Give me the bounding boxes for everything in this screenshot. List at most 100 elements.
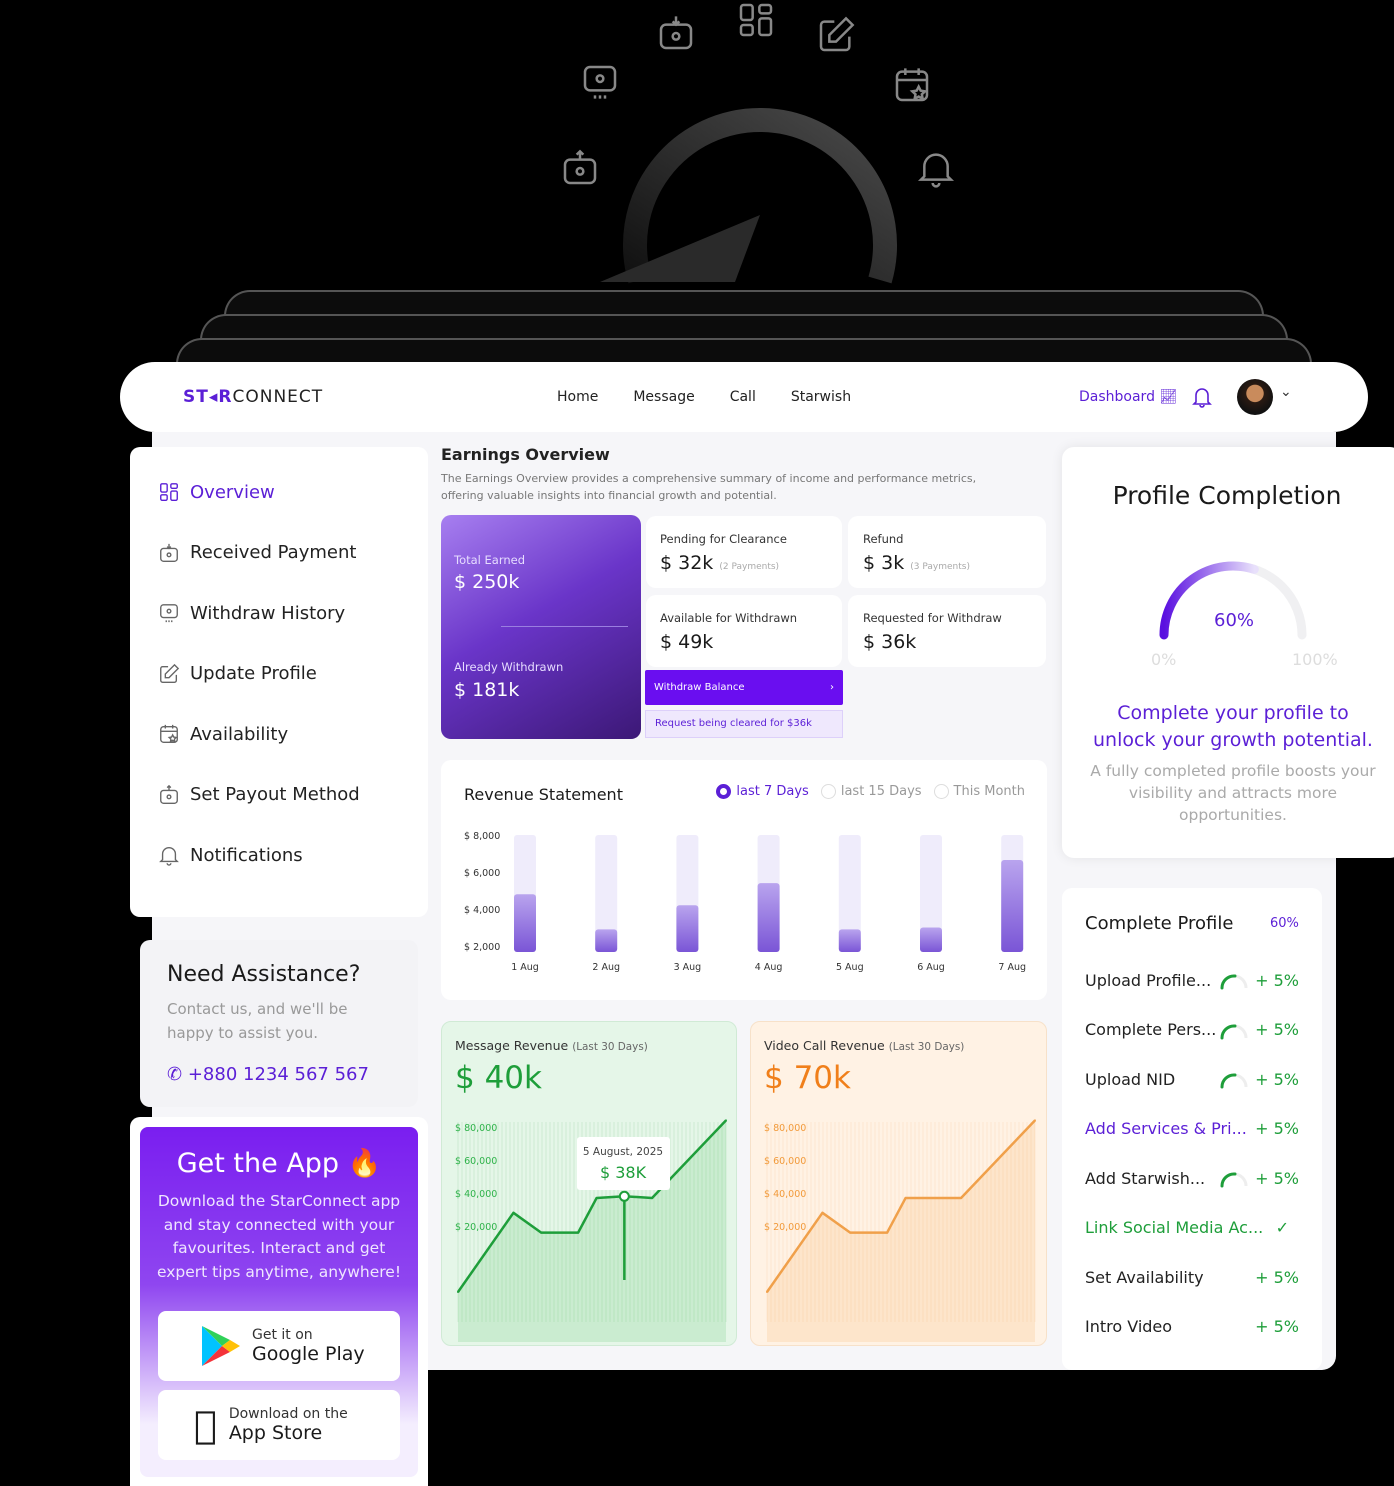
data-point[interactable] <box>457 1291 459 1293</box>
profile-text: A fully completed profile boosts your vi… <box>1090 762 1376 824</box>
complete-item[interactable]: Intro Video + 5% <box>1085 1317 1299 1337</box>
complete-item[interactable]: Upload NID + 5% <box>1085 1069 1299 1089</box>
requested-card: Requested for Withdraw $ 36k <box>848 595 1046 667</box>
data-point[interactable] <box>932 1196 935 1199</box>
dashboard-link[interactable]: Dashboard 📈︎ <box>1079 389 1178 405</box>
bar[interactable] <box>1001 859 1024 952</box>
area-fill <box>458 1120 726 1342</box>
assistance-card: Need Assistance? Contact us, and we'll b… <box>140 940 418 1107</box>
data-point[interactable] <box>821 1211 824 1214</box>
bar[interactable] <box>920 927 942 953</box>
data-point[interactable] <box>904 1196 907 1199</box>
sidebar-item-withdraw-history[interactable]: Withdraw History <box>158 602 345 624</box>
payout-icon <box>583 65 617 99</box>
sidebar-item-overview[interactable]: Overview <box>158 481 275 503</box>
grid-icon <box>739 3 773 37</box>
data-point[interactable] <box>1034 1119 1036 1122</box>
get-app-text: Download the StarConnect app and stay co… <box>156 1192 402 1281</box>
google-play-icon <box>202 1326 240 1366</box>
complete-item[interactable]: Add Starwish... + 5% <box>1085 1168 1299 1188</box>
y-tick-label: $ 40,000 <box>764 1189 806 1200</box>
gauge-max: 100% <box>1292 650 1338 669</box>
gauge-min: 0% <box>1151 650 1177 669</box>
bar[interactable] <box>676 905 699 952</box>
hover-point[interactable] <box>618 1190 630 1202</box>
y-tick-label: $ 20,000 <box>764 1222 806 1233</box>
profile-gauge <box>1159 561 1307 640</box>
data-point[interactable] <box>849 1231 852 1234</box>
top-navbar: ST◂RCONNECT Home Message Call Starwish Dash… <box>120 362 1368 432</box>
range-option[interactable]: last 7 Days <box>716 784 809 799</box>
bar[interactable] <box>757 883 780 952</box>
phone-icon: ✆ <box>167 1064 183 1085</box>
series-line <box>456 1119 727 1293</box>
x-tick-label: 6 Aug <box>917 962 945 973</box>
nav-home[interactable]: Home <box>557 389 599 405</box>
range-option[interactable]: last 15 Days <box>820 784 922 799</box>
request-note: Request being cleared for $36k <box>645 710 843 738</box>
complete-item[interactable]: Add Services & Pri... + 5% <box>1085 1118 1299 1138</box>
y-tick-label: $ 60,000 <box>455 1156 497 1167</box>
pending-card: Pending for Clearance $ 32k (2 Payments) <box>646 516 842 588</box>
data-point[interactable] <box>651 1196 654 1199</box>
progress-arc-icon <box>1220 1073 1248 1089</box>
chevron-down-icon[interactable]: ⌄ <box>1280 384 1292 400</box>
y-tick-label: $ 8,000 <box>464 831 500 842</box>
withdrawn-value: $ 181k <box>454 679 520 701</box>
bell-icon[interactable] <box>1192 386 1212 408</box>
earnings-desc: The Earnings Overview provides a compreh… <box>441 472 977 502</box>
revenue-statement-card: Revenue Statement last 7 Days last 15 Day… <box>441 760 1047 1000</box>
complete-item[interactable]: Link Social Media Ac... ✓ <box>1085 1218 1289 1237</box>
data-point[interactable] <box>886 1231 889 1234</box>
wallet-out-icon <box>563 149 597 185</box>
profile-percent: 60% <box>1214 610 1255 631</box>
data-point[interactable] <box>725 1119 727 1122</box>
sidebar-item-notifications[interactable]: Notifications <box>158 844 303 866</box>
complete-profile-card: Complete Profile 60% Upload Profile... + … <box>1062 888 1322 1370</box>
sidebar-item-availability[interactable]: Availability <box>158 723 288 745</box>
calendar-star-icon <box>160 724 178 743</box>
data-point[interactable] <box>766 1291 768 1293</box>
data-point[interactable] <box>960 1196 963 1199</box>
bar[interactable] <box>595 929 618 952</box>
data-point[interactable] <box>512 1211 515 1214</box>
y-tick-label: $ 80,000 <box>764 1123 806 1134</box>
profile-headline: Complete your profile to unlock your gro… <box>1093 702 1373 751</box>
grid-icon <box>160 483 178 501</box>
wallet-in-icon <box>160 543 178 562</box>
complete-item[interactable]: Upload Profile... + 5% <box>1085 970 1299 990</box>
bar-track <box>595 835 618 952</box>
assistance-title: Need Assistance? <box>167 962 361 987</box>
range-option[interactable]: This Month <box>933 784 1025 799</box>
phone-link[interactable]: ✆ +880 1234 567 567 <box>167 1064 369 1085</box>
complete-item[interactable]: Set Availability + 5% <box>1085 1267 1299 1287</box>
x-tick-label: 4 Aug <box>755 962 783 973</box>
data-point[interactable] <box>595 1196 598 1199</box>
bar-track <box>838 835 861 952</box>
sidebar-item-update-profile[interactable]: Update Profile <box>158 663 317 685</box>
wallet-out-icon <box>160 784 178 804</box>
video-revenue-total: $ 70k <box>764 1060 851 1096</box>
bar[interactable] <box>514 894 536 952</box>
complete-item[interactable]: Complete Pers... + 5% <box>1085 1020 1299 1040</box>
x-tick-label: 1 Aug <box>511 962 539 973</box>
avatar[interactable] <box>1237 379 1273 415</box>
data-point[interactable] <box>540 1231 543 1234</box>
gauge-decoration <box>600 108 897 284</box>
tooltip-date: 5 August, 2025 <box>583 1146 663 1158</box>
bar-track <box>920 835 942 952</box>
sidebar-item-set-payout-method[interactable]: Set Payout Method <box>158 784 360 806</box>
nav-message[interactable]: Message <box>633 389 695 405</box>
sidebar-item-received-payment[interactable]: Received Payment <box>158 542 356 564</box>
google-play-button[interactable]: Get it on Google Play <box>158 1311 400 1381</box>
data-point[interactable] <box>577 1231 580 1234</box>
total-earned-value: $ 250k <box>454 571 520 593</box>
withdraw-balance-button[interactable]: Withdraw Balance › <box>645 670 843 705</box>
nav-call[interactable]: Call <box>729 389 756 405</box>
progress-arc-icon <box>1220 1024 1248 1040</box>
edit-icon <box>819 16 855 52</box>
bar[interactable] <box>838 929 861 952</box>
nav-starwish[interactable]: Starwish <box>790 389 852 405</box>
logo[interactable]: ST◂RCONNECT <box>183 387 324 407</box>
